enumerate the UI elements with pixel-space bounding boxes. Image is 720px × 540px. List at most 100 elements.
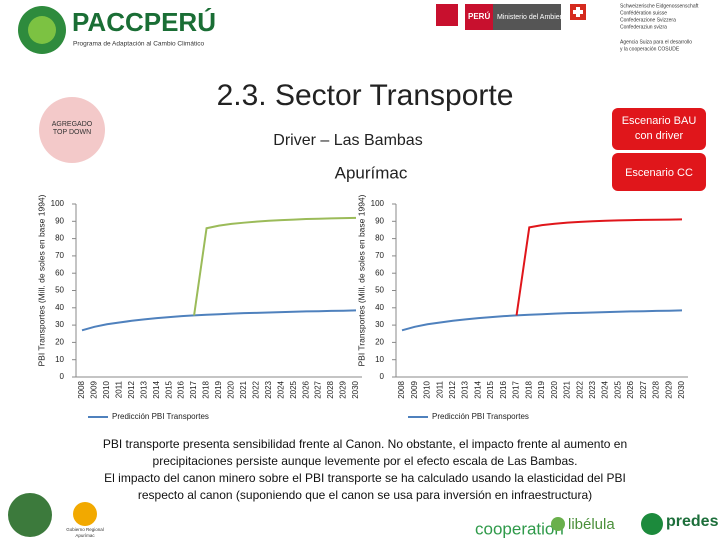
x-tick-label: 2009 [90,380,99,398]
body-line: PBI transporte presenta sensibilidad fre… [103,437,627,451]
y-tick-label: 10 [375,355,384,364]
x-tick-label: 2014 [473,380,482,398]
x-tick-label: 2022 [251,380,260,398]
libelula-icon [551,517,565,531]
y-tick-label: 40 [55,303,64,312]
x-tick-label: 2028 [326,380,335,398]
y-axis-title: PBI Transportes (Mill. de soles en base … [36,194,46,366]
x-tick-label: 2027 [639,380,648,398]
x-tick-label: 2016 [177,380,186,398]
y-tick-label: 50 [55,286,64,295]
body-line: precipitaciones persiste aunque levement… [153,454,578,468]
logo-title: PACCPERÚ [72,7,216,37]
x-tick-label: 2021 [563,380,572,398]
x-tick-label: 2024 [276,380,285,398]
logo-inner [28,16,56,44]
x-tick-label: 2019 [537,380,546,398]
header-bg [0,0,720,65]
y-tick-label: 30 [375,320,384,329]
gov-text: Gobierno Regional [66,527,104,532]
legend-label: Predicción PBI Transportes [432,412,529,421]
x-tick-label: 2027 [314,380,323,398]
x-tick-label: 2017 [189,380,198,398]
series-line [81,309,357,332]
x-tick-label: 2013 [139,380,148,398]
swiss-text: Schweizerische Eidgenossenschaft [620,3,699,9]
logo-subtitle: Programa de Adaptación al Cambio Climáti… [73,41,205,48]
y-tick-label: 60 [55,268,64,277]
y-tick-label: 100 [51,199,65,208]
predes-icon [641,513,663,535]
x-tick-label: 2010 [102,380,111,398]
series-line [193,216,357,316]
x-tick-label: 2025 [289,380,298,398]
x-tick-label: 2028 [652,380,661,398]
y-tick-label: 80 [375,234,384,243]
x-tick-label: 2013 [461,380,470,398]
slide-title: 2.3. Sector Transporte [217,79,514,112]
y-tick-label: 30 [55,320,64,329]
x-tick-label: 2011 [435,380,444,398]
x-tick-label: 2008 [77,380,86,398]
y-tick-label: 80 [55,234,64,243]
x-tick-label: 2016 [499,380,508,398]
x-tick-label: 2011 [114,380,123,398]
peru-text: PERÚ [468,12,490,21]
x-tick-label: 2019 [214,380,223,398]
x-tick-label: 2015 [486,380,495,398]
x-tick-label: 2030 [677,380,686,398]
x-tick-label: 2030 [351,380,360,398]
x-tick-label: 2012 [448,380,457,398]
series-line [515,218,683,316]
peru-shield [436,4,458,26]
x-tick-label: 2025 [613,380,622,398]
ministry-box [493,4,561,30]
y-tick-label: 40 [375,303,384,312]
badge-text: AGREGADO [52,121,93,128]
gov-text: Apurímac [75,533,95,538]
y-tick-label: 20 [375,338,384,347]
x-tick-label: 2024 [601,380,610,398]
swiss-text: Confederaziun svizra [620,24,667,30]
y-tick-label: 90 [55,216,64,225]
coop-text: cooperation [475,519,564,538]
x-tick-label: 2023 [264,380,273,398]
y-tick-label: 90 [375,216,384,225]
scenario-bau [612,108,706,150]
badge [39,97,105,163]
region-label: Apurímac [335,163,408,182]
agency-text: y la cooperación COSUDE [620,46,680,52]
x-tick-label: 2018 [524,380,533,398]
x-tick-label: 2018 [202,380,211,398]
badge-text: TOP DOWN [53,129,91,136]
scenario-cc-text: Escenario CC [625,167,693,179]
x-tick-label: 2021 [239,380,248,398]
swiss-text: Confederazione Svizzera [620,17,676,23]
x-tick-label: 2023 [588,380,597,398]
y-axis-title: PBI Transportes (Mill. de soles en base … [356,194,366,366]
x-tick-label: 2029 [664,380,673,398]
footer-seal [8,493,52,537]
y-tick-label: 100 [371,199,385,208]
x-tick-label: 2026 [626,380,635,398]
x-tick-label: 2029 [339,380,348,398]
y-tick-label: 20 [55,338,64,347]
series-line [401,309,683,332]
legend-label: Predicción PBI Transportes [112,412,209,421]
y-tick-label: 0 [60,372,65,381]
predes-text: predes [666,513,719,530]
x-tick-label: 2008 [397,380,406,398]
ministry-text: Ministerio del Ambiente [497,14,569,21]
y-tick-label: 10 [55,355,64,364]
driver-label: Driver – Las Bambas [273,132,422,149]
y-tick-label: 60 [375,268,384,277]
x-tick-label: 2020 [550,380,559,398]
x-tick-label: 2012 [127,380,136,398]
y-tick-label: 50 [375,286,384,295]
x-tick-label: 2022 [575,380,584,398]
y-tick-label: 70 [375,251,384,260]
swiss-cross [573,10,583,14]
x-tick-label: 2009 [410,380,419,398]
